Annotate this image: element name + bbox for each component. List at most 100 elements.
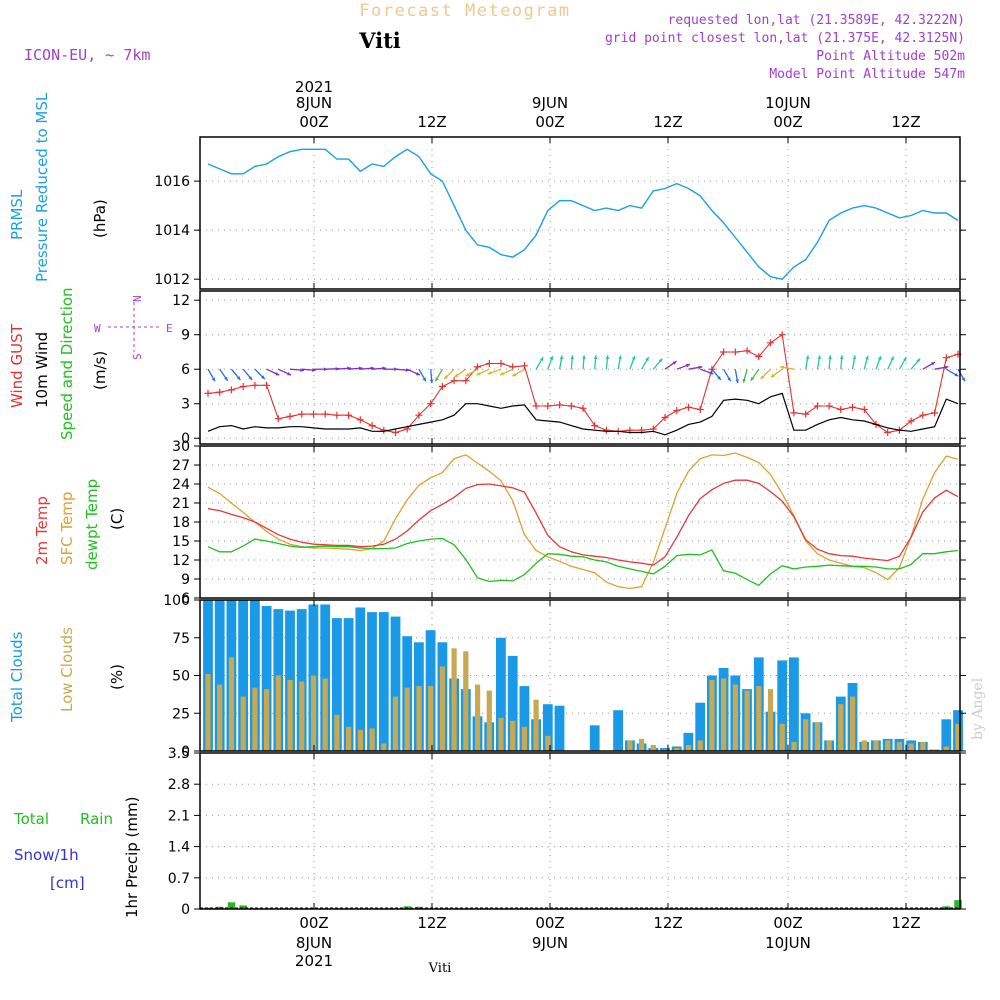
bars-layer [203,600,963,909]
location-title: Viti [358,28,401,53]
temp-sfc-legend: SFC Temp [58,492,76,565]
total-cloud-bar [941,719,952,751]
low-cloud-bar [920,741,926,751]
grid-layer [200,137,960,909]
wind-arrow-head [454,373,459,378]
wind-arrow-head [248,376,253,380]
wind-arrow-head [618,355,622,360]
precip-bar [227,902,236,909]
wind-arrow-head [890,356,894,361]
gust-marker [274,415,282,423]
gust-marker [813,402,821,410]
gust-marker [532,402,540,410]
gust-marker [567,402,575,410]
wind-arrow-head [559,355,564,360]
wind-arrow-head [539,357,544,362]
bottom-hour-label: 12Z [891,914,920,932]
y-tick-label: 6 [181,362,190,378]
wind-arrow-head [658,358,663,363]
low-cloud-bar [861,740,867,751]
wind-arrow-head [631,356,636,360]
total-cloud-bar [320,604,331,751]
wind-arrow-head [435,377,439,382]
wind-arrow-head [570,355,574,359]
top-hour-label: 12Z [653,113,682,131]
y-tick-label: 18 [172,515,190,531]
wind-arrow-head [500,372,504,376]
gust-marker [380,426,388,434]
gust-marker [520,362,528,370]
compass-e: E [166,322,173,335]
low-cloud-bar [756,686,762,751]
low-cloud-bar [521,726,527,751]
precip-bar [216,906,224,909]
low-cloud-bar [791,741,797,751]
wind-arrow-head [735,379,739,383]
temp-dew-legend: dewpt Temp [83,479,101,570]
y-tick-label: 27 [172,458,190,474]
wind-arrow-head [852,355,857,360]
bottom-day-label: 9JUN [532,934,568,952]
low-cloud-bar [943,746,949,751]
bottom-hour-label: 12Z [417,914,446,932]
total-cloud-bar [777,660,788,751]
wind-arrow-head [709,371,714,375]
wind-arrow-head [672,361,677,365]
top-day-label: 10JUN [765,94,811,112]
wind-arrow-head [742,378,747,383]
wind-arrow-head [300,368,304,372]
total-cloud-bar [683,732,694,751]
wind-arrow-head [828,355,832,359]
low-cloud-bar [428,686,434,751]
temp-2m-line [207,479,959,566]
gust-marker [696,406,704,413]
temp-2m-legend: 2m Temp [33,496,51,565]
total-cloud-bar [296,609,307,751]
gust-marker [239,383,247,390]
gust-marker [286,412,294,420]
panel-frame [199,599,961,752]
wind-arrow-head [839,355,844,359]
dewpoint-line [207,537,959,587]
precip-bar [415,906,423,909]
y-tick-label: 15 [172,534,190,550]
point-altitude: Point Altitude 502m [816,49,965,64]
low-cloud-bar [721,678,727,751]
gust-marker [450,377,458,385]
low-cloud-bar [334,714,340,751]
top-hour-label: 00Z [773,113,802,131]
gust-marker [942,354,950,362]
low-cloud-bar [439,666,445,751]
low-cloud-bar [310,675,317,751]
low-cloud-bar [674,748,680,751]
y-tick-label: 0 [181,431,190,447]
gust-marker [368,422,376,430]
low-cloud-bar [416,686,422,751]
low-cloud-bar [873,740,879,751]
low-cloud-bar [838,704,844,751]
gust-marker [860,406,868,413]
compass-s: S [131,353,144,360]
top-hour-label: 12Z [891,113,920,131]
gust-marker [907,417,915,425]
y-tick-label: 100 [163,593,190,609]
wind-arrow-head [405,368,410,372]
total-cloud-bar [789,657,799,751]
gust-marker [438,383,446,390]
low-cloud-bar [685,745,692,751]
wind-arrow-head [760,375,765,380]
low-cloud-bar [205,674,211,751]
wind-arrow-head [916,358,921,363]
wind-arrow-head [370,366,375,371]
precip-bar [954,900,962,909]
low-cloud-bar [392,696,399,751]
gust-marker [919,411,927,419]
wind-arrow-head [817,355,821,360]
precip-bar [239,905,247,909]
low-cloud-bar [486,690,492,751]
pressure-legend-b: Pressure Reduced to MSL [33,92,51,282]
top-hour-label: 12Z [417,113,446,131]
gust-marker [310,410,317,418]
total-cloud-bar [238,600,248,751]
wind-gust-legend: Wind GUST [8,323,26,408]
